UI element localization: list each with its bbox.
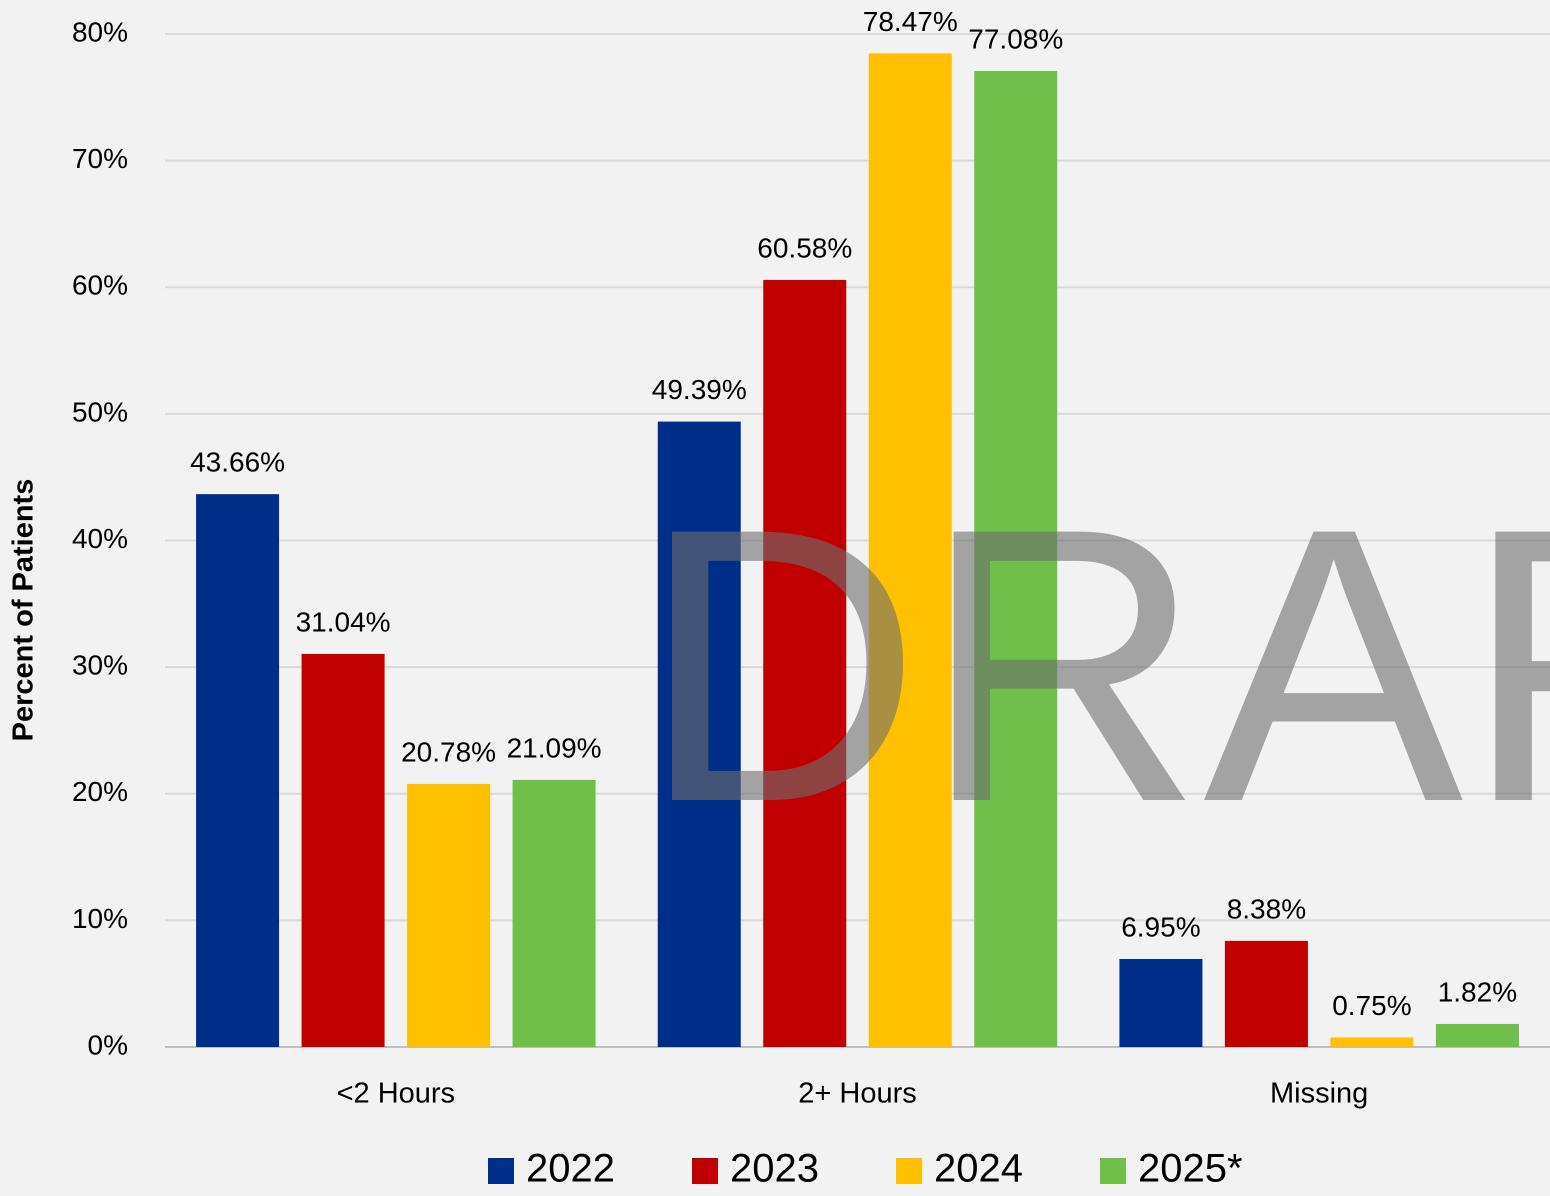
data-label: 31.04% [296, 606, 391, 637]
bar [512, 779, 596, 1047]
bar [763, 279, 847, 1047]
bar [407, 783, 491, 1047]
x-tick-label: Missing [1270, 1078, 1368, 1110]
data-label: 21.09% [507, 732, 602, 763]
data-label: 77.08% [968, 23, 1063, 54]
bar [974, 70, 1058, 1048]
data-label: 60.58% [757, 232, 852, 263]
y-tick-label: 40% [72, 523, 128, 554]
y-tick-label: 70% [72, 143, 128, 174]
y-tick-label: 0% [88, 1029, 128, 1060]
bar [301, 653, 385, 1047]
data-label: 8.38% [1227, 893, 1306, 924]
legend-label: 2022 [526, 1147, 615, 1191]
bar [196, 494, 280, 1047]
data-label: 1.82% [1438, 976, 1517, 1007]
y-tick-label: 30% [72, 650, 128, 681]
data-label: 49.39% [652, 374, 747, 405]
data-label: 0.75% [1332, 990, 1411, 1021]
y-tick-label: 60% [72, 270, 128, 301]
legend-label: 2025* [1138, 1147, 1243, 1191]
watermark: DRAFT [640, 447, 1550, 883]
data-label: 20.78% [401, 736, 496, 767]
x-tick-label: <2 Hours [337, 1078, 455, 1110]
data-label: 43.66% [190, 447, 285, 478]
data-label: 78.47% [863, 6, 958, 37]
y-tick-label: 10% [72, 903, 128, 934]
legend-label: 2024 [934, 1147, 1023, 1191]
bar [868, 53, 952, 1047]
legend-swatch [692, 1158, 718, 1184]
bar [1330, 1037, 1414, 1047]
x-tick-label: 2+ Hours [798, 1078, 916, 1110]
y-tick-label: 50% [72, 396, 128, 427]
y-tick-label: 80% [72, 16, 128, 47]
bar [1224, 940, 1308, 1047]
bar [657, 421, 741, 1047]
legend-swatch [1100, 1158, 1126, 1184]
y-axis-title: Percent of Patients [8, 479, 40, 742]
y-tick-label: 20% [72, 776, 128, 807]
legend-label: 2023 [730, 1147, 819, 1191]
legend-swatch [896, 1158, 922, 1184]
bar [1435, 1023, 1519, 1047]
legend-swatch [488, 1158, 514, 1184]
data-label: 6.95% [1121, 911, 1200, 942]
bar [1119, 958, 1203, 1047]
